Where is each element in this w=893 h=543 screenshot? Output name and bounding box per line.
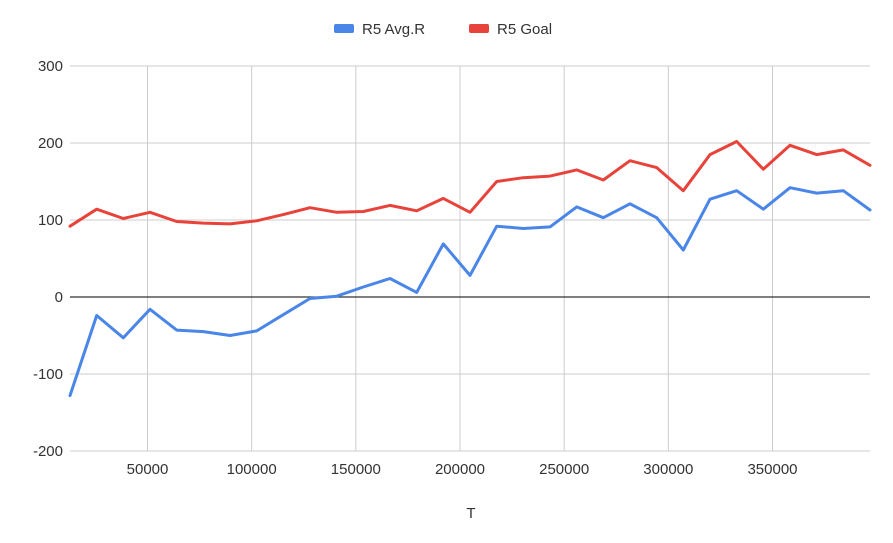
- y-tick-label: 200: [38, 135, 63, 152]
- x-tick-label: 200000: [435, 461, 485, 478]
- legend-item: R5 Avg.R: [334, 21, 425, 38]
- series-lines: [68, 140, 872, 398]
- legend-label: R5 Goal: [497, 21, 552, 38]
- x-axis-title: T: [466, 505, 475, 522]
- y-axis-ticks: 300 200 100 0 -100 -200: [33, 58, 63, 460]
- legend-item: R5 Goal: [469, 21, 552, 38]
- x-tick-label: 250000: [539, 461, 589, 478]
- legend-swatch: [334, 24, 354, 33]
- legend-label: R5 Avg.R: [362, 21, 425, 38]
- x-tick-label: 100000: [227, 461, 277, 478]
- y-tick-label: 100: [38, 212, 63, 229]
- series-line-r5-avg-r: [68, 186, 872, 398]
- gridlines: [70, 65, 870, 452]
- x-tick-label: 350000: [747, 461, 797, 478]
- x-axis-ticks: 50000 100000 150000 200000 250000 300000 35000…: [127, 461, 798, 478]
- x-tick-label: 300000: [643, 461, 693, 478]
- legend: R5 Avg.R R5 Goal: [334, 21, 552, 38]
- x-tick-label: 50000: [127, 461, 169, 478]
- legend-swatch: [469, 24, 489, 33]
- y-tick-label: 300: [38, 58, 63, 75]
- y-tick-label: -100: [33, 366, 63, 383]
- x-tick-label: 150000: [331, 461, 381, 478]
- y-tick-label: -200: [33, 443, 63, 460]
- series-line-r5-goal: [68, 140, 872, 228]
- y-tick-label: 0: [55, 289, 63, 306]
